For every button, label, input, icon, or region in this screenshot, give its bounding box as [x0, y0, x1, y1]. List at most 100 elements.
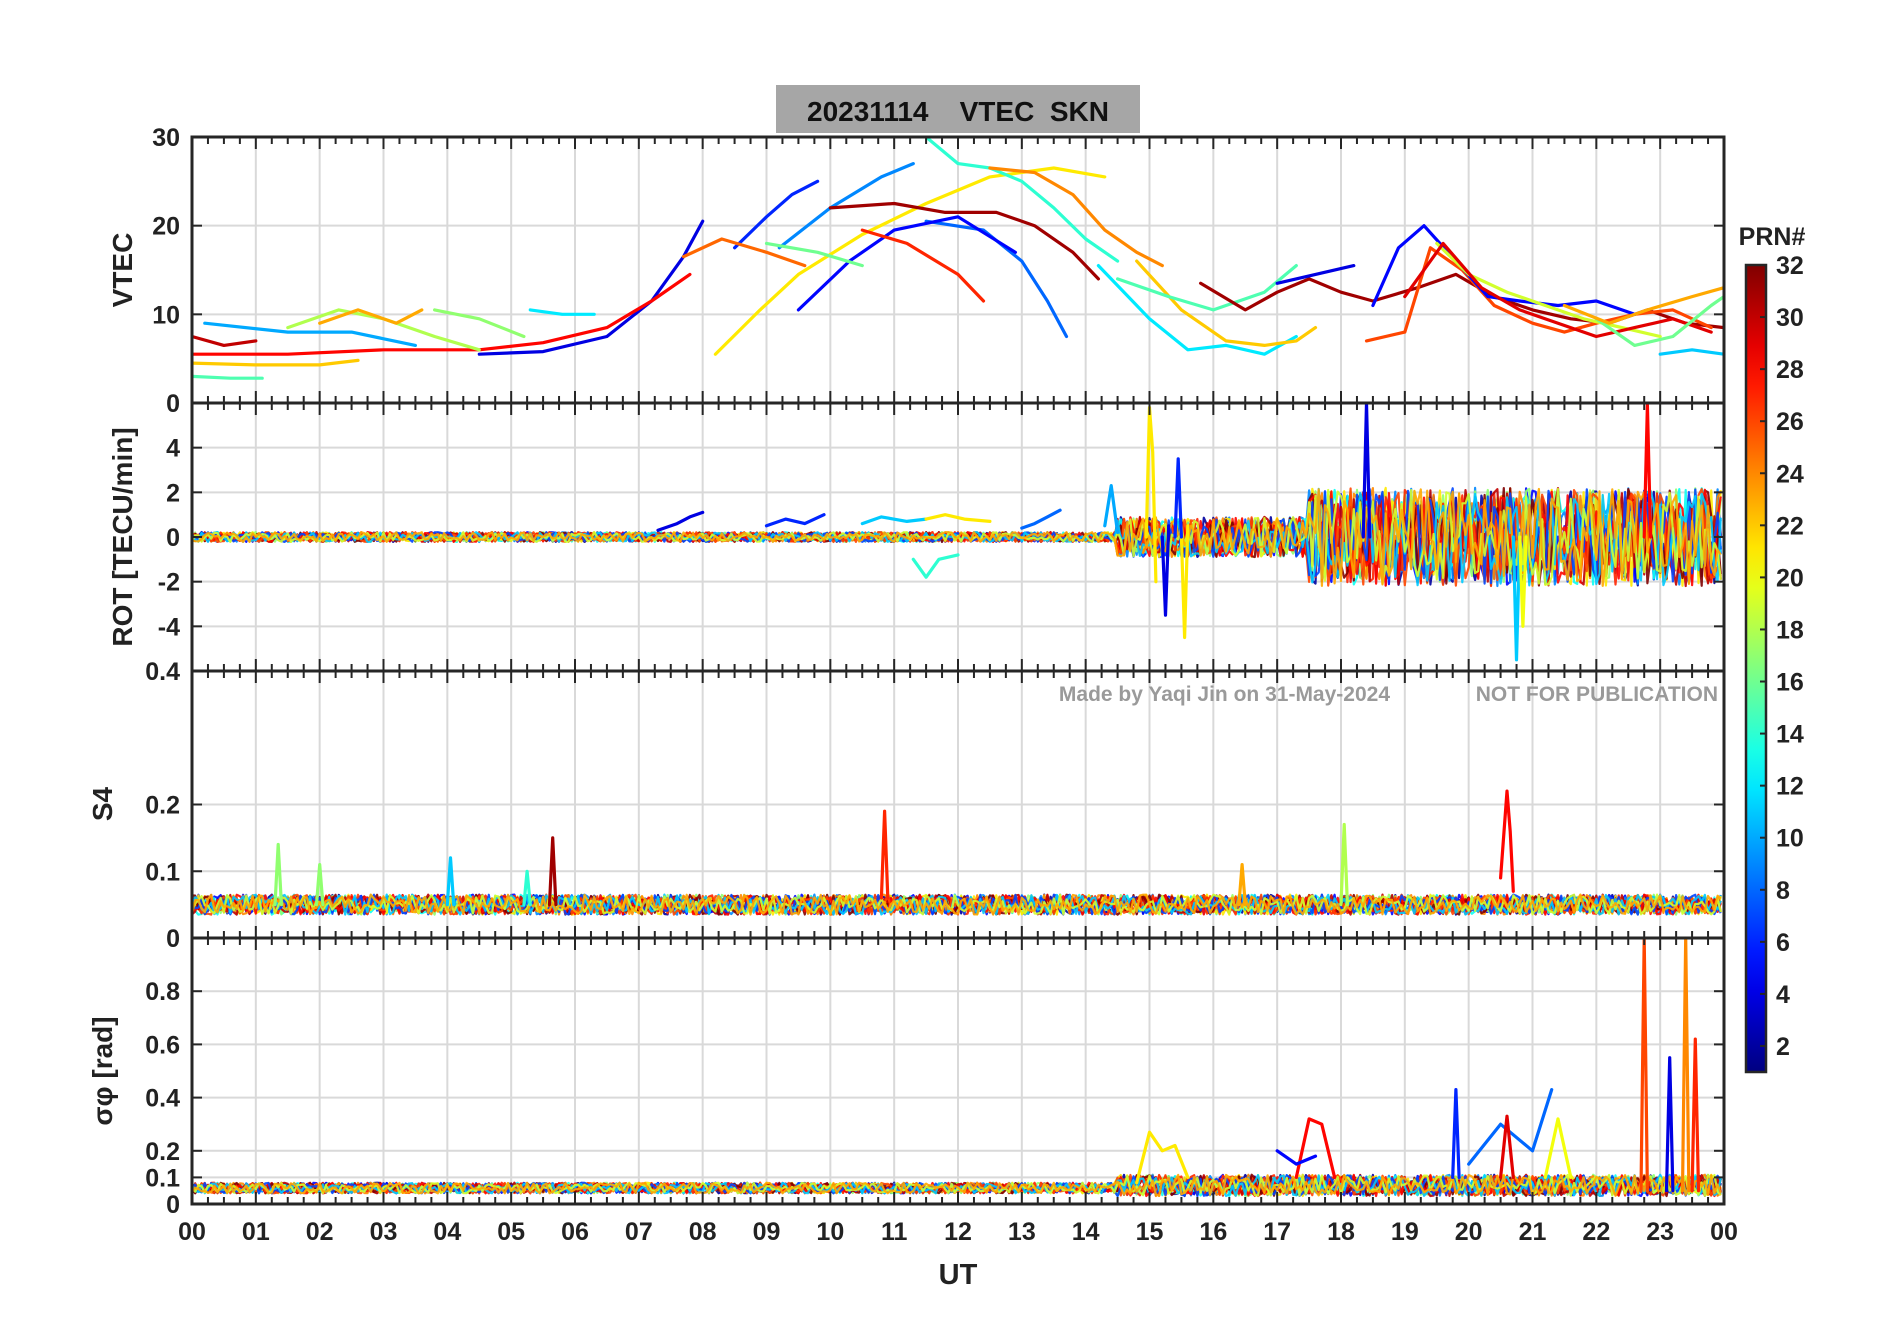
series-prn-27 [860, 228, 986, 303]
series-prn-22 [192, 358, 360, 367]
y-tick-label: 0.4 [145, 658, 180, 686]
series-prn-21 [1135, 1130, 1190, 1185]
series-prn-9 [777, 162, 915, 250]
colorbar-tick-label: 22 [1776, 512, 1804, 540]
series-prn-11 [860, 515, 928, 526]
series-prn-11 [1658, 348, 1724, 356]
colorbar-tick-label: 24 [1776, 460, 1804, 488]
noise-trace-prn-23 [192, 487, 1722, 587]
series-prn-31 [547, 836, 558, 907]
series-prn-6 [1173, 457, 1183, 539]
y-tick-label: 0 [166, 925, 180, 953]
x-tick-label: 19 [1391, 1218, 1419, 1246]
series-prn-28 [1294, 1117, 1337, 1179]
series-prn-10 [203, 321, 417, 347]
y-tick-label: 10 [152, 301, 180, 329]
panel-s4: 0 0.1 0.2 0.4 S4 [87, 658, 1726, 953]
x-tick-label: 20 [1455, 1218, 1483, 1246]
series-prn-21 [924, 513, 992, 523]
series-prn-11 [445, 856, 456, 907]
series-prn-23 [1237, 863, 1247, 907]
series-prn-29 [1403, 241, 1713, 339]
colorbar-tick-label: 20 [1776, 564, 1804, 592]
traces [192, 789, 1722, 916]
panel-vtec: 0 10 20 30 VTEC [107, 124, 1726, 418]
colorbar-tick-label: 28 [1776, 356, 1804, 384]
x-tick-label: 04 [433, 1218, 461, 1246]
noise-trace-prn-23 [192, 1173, 1722, 1197]
series-prn-4 [477, 219, 705, 356]
colorbar-tick-label: 26 [1776, 408, 1804, 436]
y-axis-label-s4: S4 [87, 786, 118, 821]
series-prn-15 [192, 374, 264, 380]
series-prn-4 [1664, 1056, 1675, 1193]
series-prn-23 [318, 308, 424, 325]
series-prn-4 [656, 510, 705, 532]
colorbar-tick-label: 4 [1776, 981, 1790, 1009]
series-prn-15 [1116, 264, 1298, 312]
x-tick-label: 17 [1263, 1218, 1291, 1246]
x-tick-label: 21 [1519, 1218, 1547, 1246]
series-prn-30 [192, 334, 258, 347]
traces [192, 938, 1722, 1198]
title-box [776, 85, 1140, 133]
series-prn-8 [924, 219, 1069, 339]
traces [192, 137, 1724, 380]
y-tick-label: 0 [166, 524, 180, 552]
series-prn-5 [1371, 224, 1637, 316]
colorbar-tick-label: 16 [1776, 669, 1804, 697]
series-prn-21 [1179, 524, 1190, 640]
series-prn-28 [1499, 789, 1515, 893]
x-tick-label: 15 [1136, 1218, 1164, 1246]
x-tick-label: 18 [1327, 1218, 1355, 1246]
y-tick-label: 0.2 [145, 792, 180, 820]
colorbar-tick-label: 10 [1776, 825, 1804, 853]
x-tick-label: 13 [1008, 1218, 1036, 1246]
series-prn-12 [528, 308, 596, 316]
x-ticks [191, 403, 1725, 671]
y-tick-label: 0 [166, 390, 180, 418]
series-prn-24 [988, 166, 1164, 268]
x-tick-label: 14 [1072, 1218, 1100, 1246]
watermark-notice: NOT FOR PUBLICATION [1476, 683, 1718, 706]
colorbar-gradient [1744, 263, 1768, 1074]
colorbar-tick-label: 8 [1776, 877, 1790, 905]
y-tick-label: 4 [166, 435, 180, 463]
noise-trace-prn-19 [192, 893, 1722, 916]
colorbar-tick-label: 18 [1776, 616, 1804, 644]
series-prn-24 [1680, 938, 1691, 1193]
series-prn-25 [681, 237, 807, 268]
x-tick-label: 08 [689, 1218, 717, 1246]
series-prn-5 [796, 215, 1017, 312]
colorbar-label: PRN# [1739, 223, 1806, 251]
y-tick-label: 0.1 [145, 858, 180, 886]
x-tick-label: 09 [753, 1218, 781, 1246]
series-prn-28 [192, 272, 692, 356]
panel-rot: -4 -2 0 2 4 ROT [TECU/min] [107, 401, 1726, 673]
series-prn-10 [1103, 484, 1120, 535]
series-prn-17 [314, 863, 325, 907]
series-prn-4 [1361, 403, 1372, 539]
series-prn-14 [522, 869, 532, 907]
y-tick-label: 0.6 [145, 1031, 180, 1059]
series-prn-5 [1275, 1149, 1318, 1166]
y-tick-labels: 0 10 20 30 [152, 124, 1724, 418]
x-tick-label: 10 [816, 1218, 844, 1246]
colorbar-tick-label: 2 [1776, 1033, 1790, 1061]
y-axis-label-sigma_phi: σφ [rad] [87, 1016, 118, 1125]
y-tick-label: 0 [166, 1191, 180, 1219]
series-prn-21 [1144, 405, 1158, 584]
series-prn-17 [273, 842, 283, 907]
series-prn-28 [1642, 403, 1653, 539]
x-tick-label: 01 [242, 1218, 270, 1246]
series-prn-20 [1518, 535, 1528, 628]
y-tick-labels: 0 0.1 0.2 0.4 [145, 658, 1724, 953]
series-prn-16 [764, 241, 864, 268]
y-tick-labels: 00.10.2 0.4 0.6 0.8 [145, 978, 1724, 1219]
y-tick-label: 20 [152, 213, 180, 241]
y-tick-label: 30 [152, 124, 180, 152]
series-prn-4 [1160, 524, 1171, 617]
y-tick-label: -4 [158, 613, 180, 641]
series-prn-6 [1451, 1088, 1461, 1179]
